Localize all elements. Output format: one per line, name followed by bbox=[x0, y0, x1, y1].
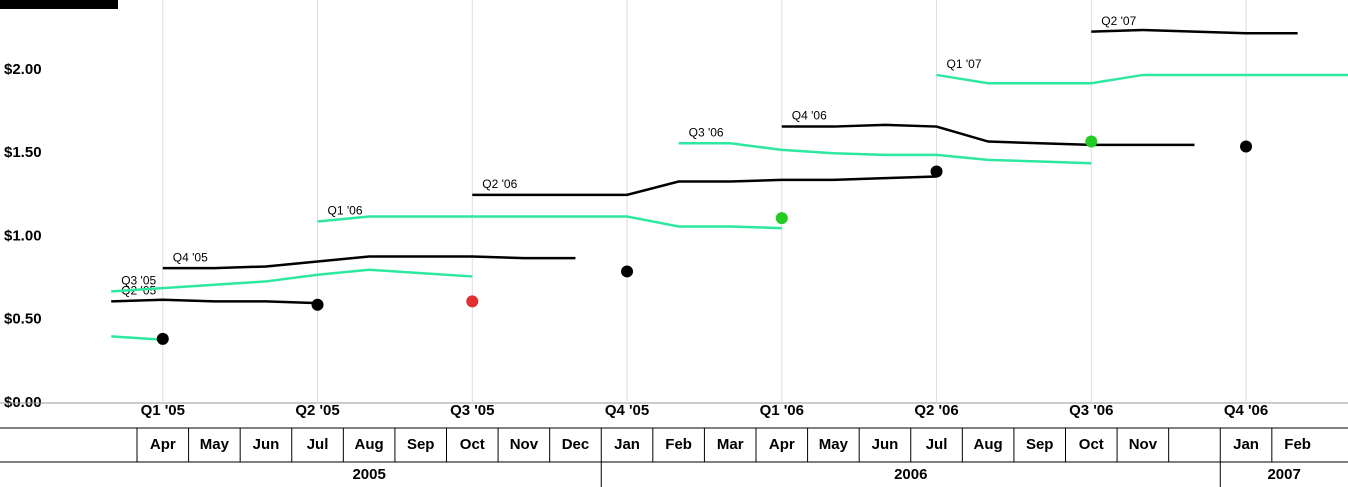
quarter-label: Q3 '05 bbox=[450, 402, 494, 419]
month-label: Jan bbox=[1233, 436, 1259, 453]
quarter-label: Q2 '05 bbox=[295, 402, 339, 419]
quarter-label: Q4 '06 bbox=[1224, 402, 1268, 419]
year-label: 2007 bbox=[1267, 466, 1300, 483]
series-label: Q1 '06 bbox=[328, 204, 363, 218]
estimate-line bbox=[472, 175, 937, 197]
year-label: 2005 bbox=[352, 466, 385, 483]
series-label: Q4 '05 bbox=[173, 250, 208, 264]
month-label: Feb bbox=[1284, 436, 1311, 453]
actual-dot bbox=[930, 165, 943, 178]
y-tick-label: $0.50 bbox=[4, 311, 42, 328]
month-label: Sep bbox=[407, 436, 435, 453]
actual-dot bbox=[466, 295, 479, 308]
estimate-line bbox=[111, 268, 473, 293]
month-label: Jun bbox=[872, 436, 899, 453]
quarter-label: Q1 '05 bbox=[141, 402, 185, 419]
y-tick-label: $1.50 bbox=[4, 144, 42, 161]
quarter-label: Q2 '06 bbox=[914, 402, 958, 419]
month-label: Jun bbox=[253, 436, 280, 453]
month-label: Apr bbox=[769, 436, 795, 453]
actual-dot bbox=[311, 298, 324, 311]
series-label: Q2 '06 bbox=[482, 177, 517, 191]
month-label: Mar bbox=[717, 436, 744, 453]
actual-dot bbox=[621, 265, 634, 278]
actual-dot bbox=[1085, 135, 1098, 148]
y-tick-label: $1.00 bbox=[4, 227, 42, 244]
series-label: Q2 '07 bbox=[1101, 14, 1136, 28]
actual-dot bbox=[1240, 140, 1253, 153]
month-label: Aug bbox=[974, 436, 1003, 453]
estimate-line bbox=[317, 215, 782, 230]
month-label: Nov bbox=[510, 436, 539, 453]
y-tick-label: $2.00 bbox=[4, 61, 42, 78]
series-label: Q4 '06 bbox=[792, 109, 827, 123]
month-label: Apr bbox=[150, 436, 176, 453]
month-label: Dec bbox=[562, 436, 590, 453]
estimate-line bbox=[111, 298, 318, 305]
series-label: Q3 '05 bbox=[121, 274, 156, 288]
estimate-line bbox=[781, 123, 1195, 147]
month-label: Jan bbox=[614, 436, 640, 453]
month-label: May bbox=[200, 436, 230, 453]
quarter-label: Q1 '06 bbox=[760, 402, 804, 419]
month-label: Jul bbox=[307, 436, 329, 453]
estimate-line bbox=[678, 141, 1092, 165]
estimate-line bbox=[1091, 28, 1298, 35]
y-tick-label: $0.00 bbox=[4, 394, 42, 411]
month-label: Oct bbox=[1079, 436, 1104, 453]
series-label: Q3 '06 bbox=[689, 125, 724, 139]
month-label: Oct bbox=[460, 436, 485, 453]
month-label: Nov bbox=[1129, 436, 1158, 453]
actual-dot bbox=[775, 212, 788, 225]
month-label: Aug bbox=[355, 436, 384, 453]
month-label: Feb bbox=[665, 436, 692, 453]
month-label: Jul bbox=[926, 436, 948, 453]
actual-dot bbox=[156, 332, 169, 345]
month-label: May bbox=[819, 436, 849, 453]
estimate-line bbox=[111, 335, 163, 341]
quarter-label: Q3 '06 bbox=[1069, 402, 1113, 419]
quarter-label: Q4 '05 bbox=[605, 402, 649, 419]
estimate-line bbox=[936, 73, 1348, 85]
year-label: 2006 bbox=[894, 466, 927, 483]
series-label: Q1 '07 bbox=[947, 57, 982, 71]
header-block bbox=[0, 0, 118, 9]
month-label: Sep bbox=[1026, 436, 1054, 453]
estimate-line bbox=[162, 255, 576, 270]
